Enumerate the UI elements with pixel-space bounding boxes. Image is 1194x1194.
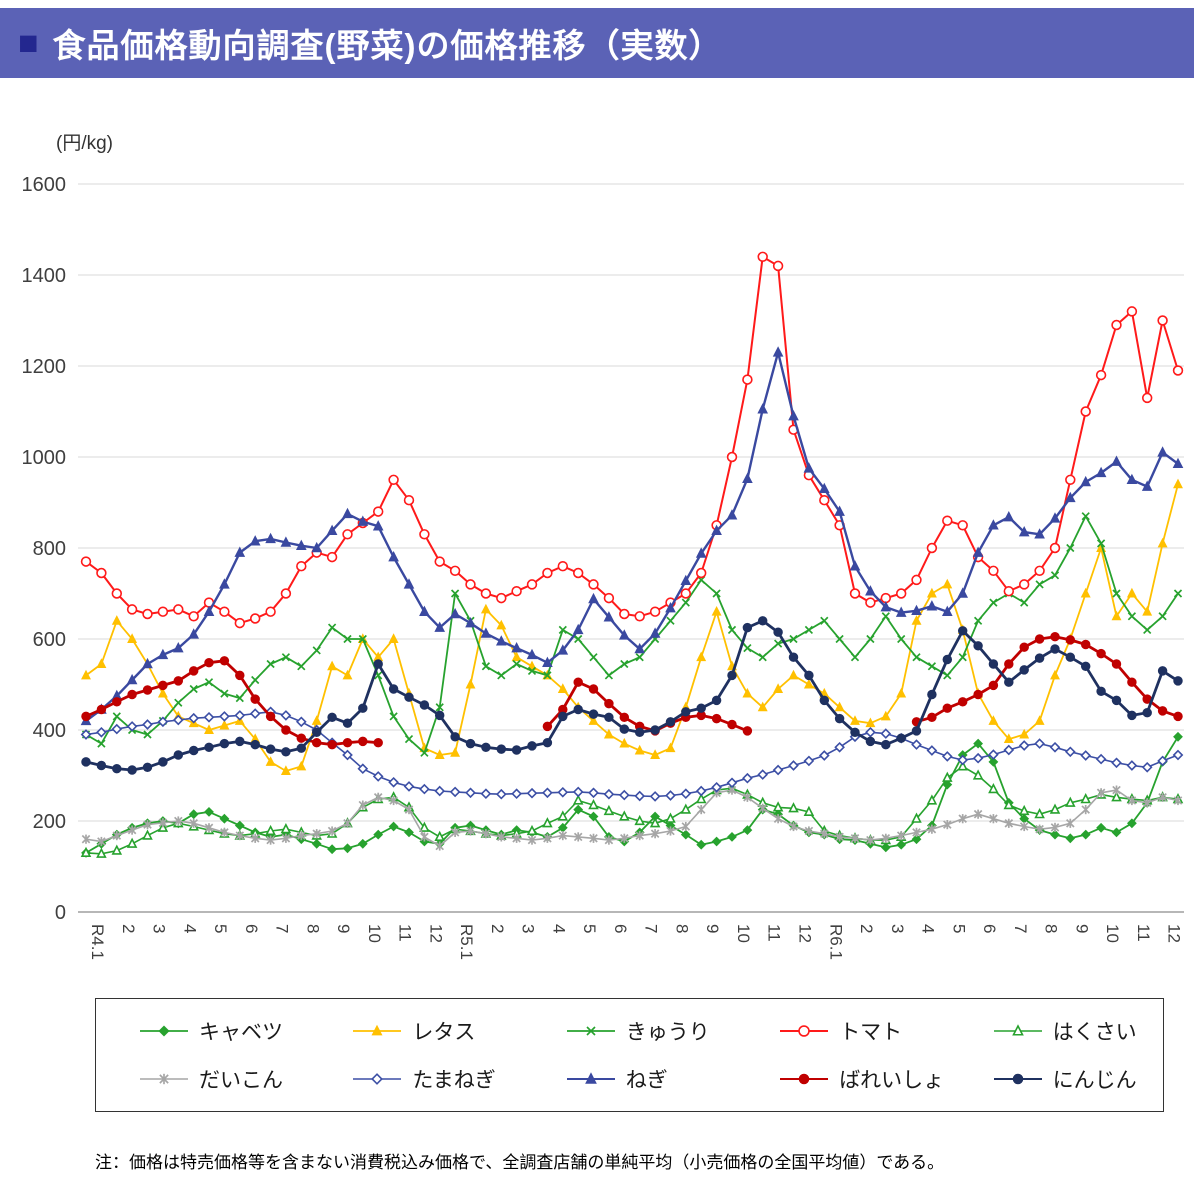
legend-marker-cabbage-icon bbox=[140, 1025, 188, 1037]
gridlines: 0 200 400 600 800 1000 1200 1400 1600 bbox=[22, 174, 1184, 924]
x-tick-label: 3 bbox=[519, 924, 538, 933]
x-tick-label: 7 bbox=[273, 924, 292, 933]
page-title: 食品価格動向調査(野菜)の価格推移（実数） bbox=[52, 27, 723, 64]
legend-label-carrot: にんじん bbox=[1052, 1069, 1137, 1092]
x-tick-label: 7 bbox=[1011, 924, 1030, 933]
x-tick-label: 9 bbox=[1072, 924, 1091, 933]
series-lettuce bbox=[81, 478, 1183, 775]
x-tick-label: 11 bbox=[765, 924, 784, 942]
y-tick-label: 800 bbox=[33, 538, 66, 560]
x-axis-labels: R4.1 2 3 4 5 6 7 8 9 10 11 12 R5.1 2 3 4 5 6 7 8 9 10 11 12 R6.1… bbox=[88, 924, 1184, 960]
x-tick-label: 4 bbox=[919, 924, 938, 933]
legend-marker-cucumber-icon bbox=[566, 1026, 615, 1036]
legend-marker-onion-icon bbox=[353, 1073, 402, 1085]
y-tick-label: 1400 bbox=[22, 265, 67, 287]
x-tick-label: 10 bbox=[365, 924, 384, 943]
x-tick-label: R5.1 bbox=[457, 924, 476, 960]
legend-label-cabbage: キャベツ bbox=[199, 1021, 283, 1044]
y-tick-label: 400 bbox=[33, 720, 66, 742]
x-tick-label: 3 bbox=[888, 924, 907, 933]
legend-marker-negi-icon bbox=[566, 1072, 615, 1084]
legend-item-onion: たまねぎ bbox=[309, 1055, 522, 1103]
title-bullet-icon: ■ bbox=[18, 24, 39, 62]
x-tick-label: R6.1 bbox=[826, 924, 845, 960]
x-tick-label: 2 bbox=[119, 924, 138, 933]
legend-item-cabbage: キャベツ bbox=[96, 1007, 309, 1055]
legend-label-negi: ねぎ bbox=[625, 1069, 668, 1092]
footnote: 注：価格は特売価格等を含まない消費税込み価格で、全調査店舗の単純平均（小売価格の… bbox=[95, 1153, 945, 1172]
price-trend-line-chart: 0 200 400 600 800 1000 1200 1400 1600 R4.1 2 3 4 5 6 7 8… bbox=[22, 174, 1184, 960]
x-tick-label: 2 bbox=[857, 924, 876, 933]
y-tick-label: 200 bbox=[33, 811, 66, 833]
legend-marker-daikon-icon bbox=[140, 1073, 188, 1085]
y-axis-unit-label: (円/kg) bbox=[56, 133, 114, 154]
series-daikon bbox=[81, 785, 1183, 851]
legend-label-hakusai: はくさい bbox=[1052, 1021, 1137, 1044]
x-tick-label: 11 bbox=[1134, 924, 1153, 942]
x-tick-label: 5 bbox=[949, 924, 968, 933]
legend-label-lettuce: レタス bbox=[412, 1021, 476, 1044]
x-tick-label: 12 bbox=[426, 924, 445, 943]
y-tick-label: 1200 bbox=[22, 356, 67, 378]
x-tick-label: 5 bbox=[580, 924, 599, 933]
series-cucumber bbox=[81, 512, 1183, 757]
x-tick-label: 10 bbox=[734, 924, 753, 943]
x-tick-label: 12 bbox=[1165, 924, 1184, 943]
legend-item-cucumber: きゅうり bbox=[523, 1007, 736, 1055]
x-tick-label: 3 bbox=[150, 924, 169, 933]
legend-item-lettuce: レタス bbox=[309, 1007, 522, 1055]
chart-legend: キャベツ レタス きゅうり トマト はくさいだいこん たまねぎ ねぎ ばれいしょ にんじん bbox=[95, 998, 1164, 1112]
legend-label-daikon: だいこん bbox=[199, 1069, 283, 1092]
x-tick-label: 6 bbox=[980, 924, 999, 933]
series-carrot bbox=[81, 616, 1183, 775]
x-tick-label: 6 bbox=[611, 924, 630, 933]
x-tick-label: 4 bbox=[180, 924, 199, 933]
x-tick-label: 6 bbox=[242, 924, 261, 933]
legend-label-potato: ばれいしょ bbox=[839, 1069, 945, 1092]
x-tick-label: 8 bbox=[1042, 924, 1061, 933]
legend-item-negi: ねぎ bbox=[523, 1055, 736, 1103]
x-tick-label: 12 bbox=[795, 924, 814, 943]
legend-label-tomato: トマト bbox=[839, 1021, 903, 1044]
legend-item-carrot: にんじん bbox=[950, 1055, 1163, 1103]
x-tick-label: 11 bbox=[396, 924, 415, 942]
legend-label-onion: たまねぎ bbox=[412, 1069, 496, 1092]
x-tick-label: R4.1 bbox=[88, 924, 107, 960]
y-tick-label: 600 bbox=[33, 629, 66, 651]
y-tick-label: 1000 bbox=[22, 447, 67, 469]
series-hakusai bbox=[80, 760, 1184, 858]
legend-marker-tomato-icon bbox=[780, 1025, 829, 1037]
series-negi bbox=[80, 346, 1184, 726]
x-tick-label: 5 bbox=[211, 924, 230, 933]
legend-marker-hakusai-icon bbox=[993, 1024, 1042, 1036]
x-tick-label: 7 bbox=[642, 924, 661, 933]
legend-item-potato: ばれいしょ bbox=[736, 1055, 949, 1103]
series-tomato bbox=[80, 251, 1184, 629]
x-tick-label: 9 bbox=[703, 924, 722, 933]
legend-marker-potato-icon bbox=[780, 1073, 829, 1085]
x-tick-label: 4 bbox=[549, 924, 568, 933]
y-tick-label: 0 bbox=[55, 902, 66, 924]
legend-marker-carrot-icon bbox=[993, 1073, 1042, 1085]
legend-item-tomato: トマト bbox=[736, 1007, 949, 1055]
x-tick-label: 2 bbox=[488, 924, 507, 933]
legend-item-daikon: だいこん bbox=[96, 1055, 309, 1103]
x-tick-label: 9 bbox=[334, 924, 353, 933]
legend-label-cucumber: きゅうり bbox=[625, 1021, 710, 1044]
x-tick-label: 10 bbox=[1103, 924, 1122, 943]
y-tick-label: 1600 bbox=[22, 174, 67, 196]
x-tick-label: 8 bbox=[672, 924, 691, 933]
x-tick-label: 8 bbox=[303, 924, 322, 933]
legend-marker-lettuce-icon bbox=[353, 1024, 402, 1036]
legend-item-hakusai: はくさい bbox=[950, 1007, 1163, 1055]
page-header: ■ 食品価格動向調査(野菜)の価格推移（実数） bbox=[0, 8, 1194, 78]
